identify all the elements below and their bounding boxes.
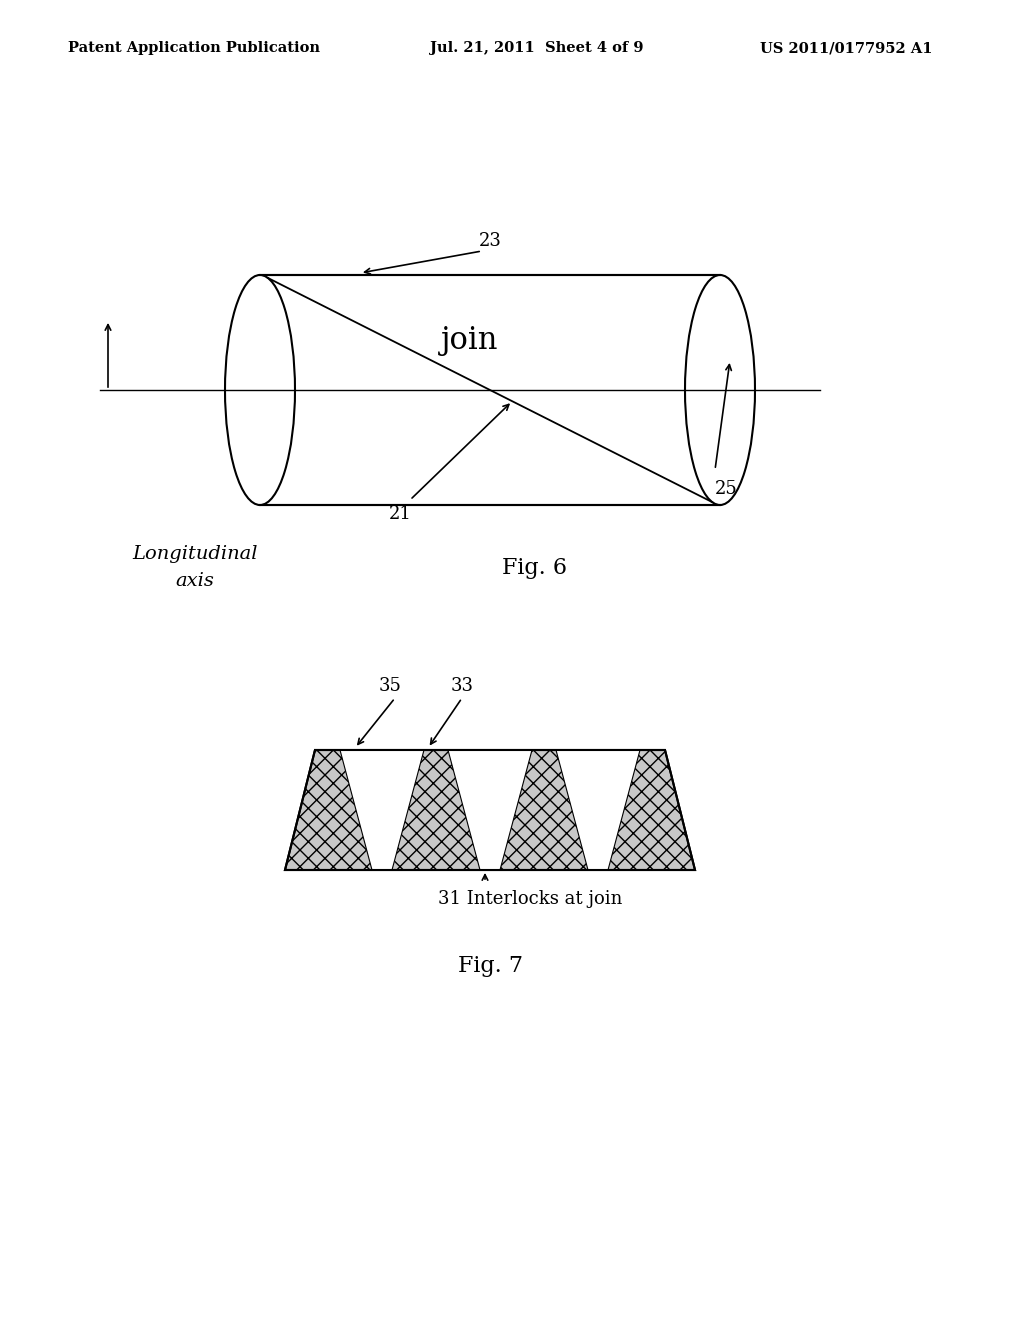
Ellipse shape <box>685 275 755 506</box>
Text: Fig. 7: Fig. 7 <box>458 954 522 977</box>
Polygon shape <box>260 275 720 506</box>
Polygon shape <box>285 750 695 870</box>
Text: Fig. 6: Fig. 6 <box>503 557 567 579</box>
Text: 23: 23 <box>478 232 502 249</box>
Text: Jul. 21, 2011  Sheet 4 of 9: Jul. 21, 2011 Sheet 4 of 9 <box>430 41 643 55</box>
Text: Longitudinal: Longitudinal <box>132 545 258 564</box>
Text: US 2011/0177952 A1: US 2011/0177952 A1 <box>760 41 933 55</box>
Text: axis: axis <box>175 572 214 590</box>
Polygon shape <box>449 750 532 870</box>
Ellipse shape <box>685 275 755 506</box>
Text: Patent Application Publication: Patent Application Publication <box>68 41 319 55</box>
Text: 21: 21 <box>388 506 412 523</box>
Ellipse shape <box>225 275 295 506</box>
Text: 25: 25 <box>715 480 737 498</box>
Text: 35: 35 <box>379 677 401 696</box>
Polygon shape <box>340 750 424 870</box>
Text: 33: 33 <box>451 677 473 696</box>
Polygon shape <box>556 750 640 870</box>
Text: join: join <box>441 325 499 355</box>
Text: 31 Interlocks at join: 31 Interlocks at join <box>438 890 623 908</box>
